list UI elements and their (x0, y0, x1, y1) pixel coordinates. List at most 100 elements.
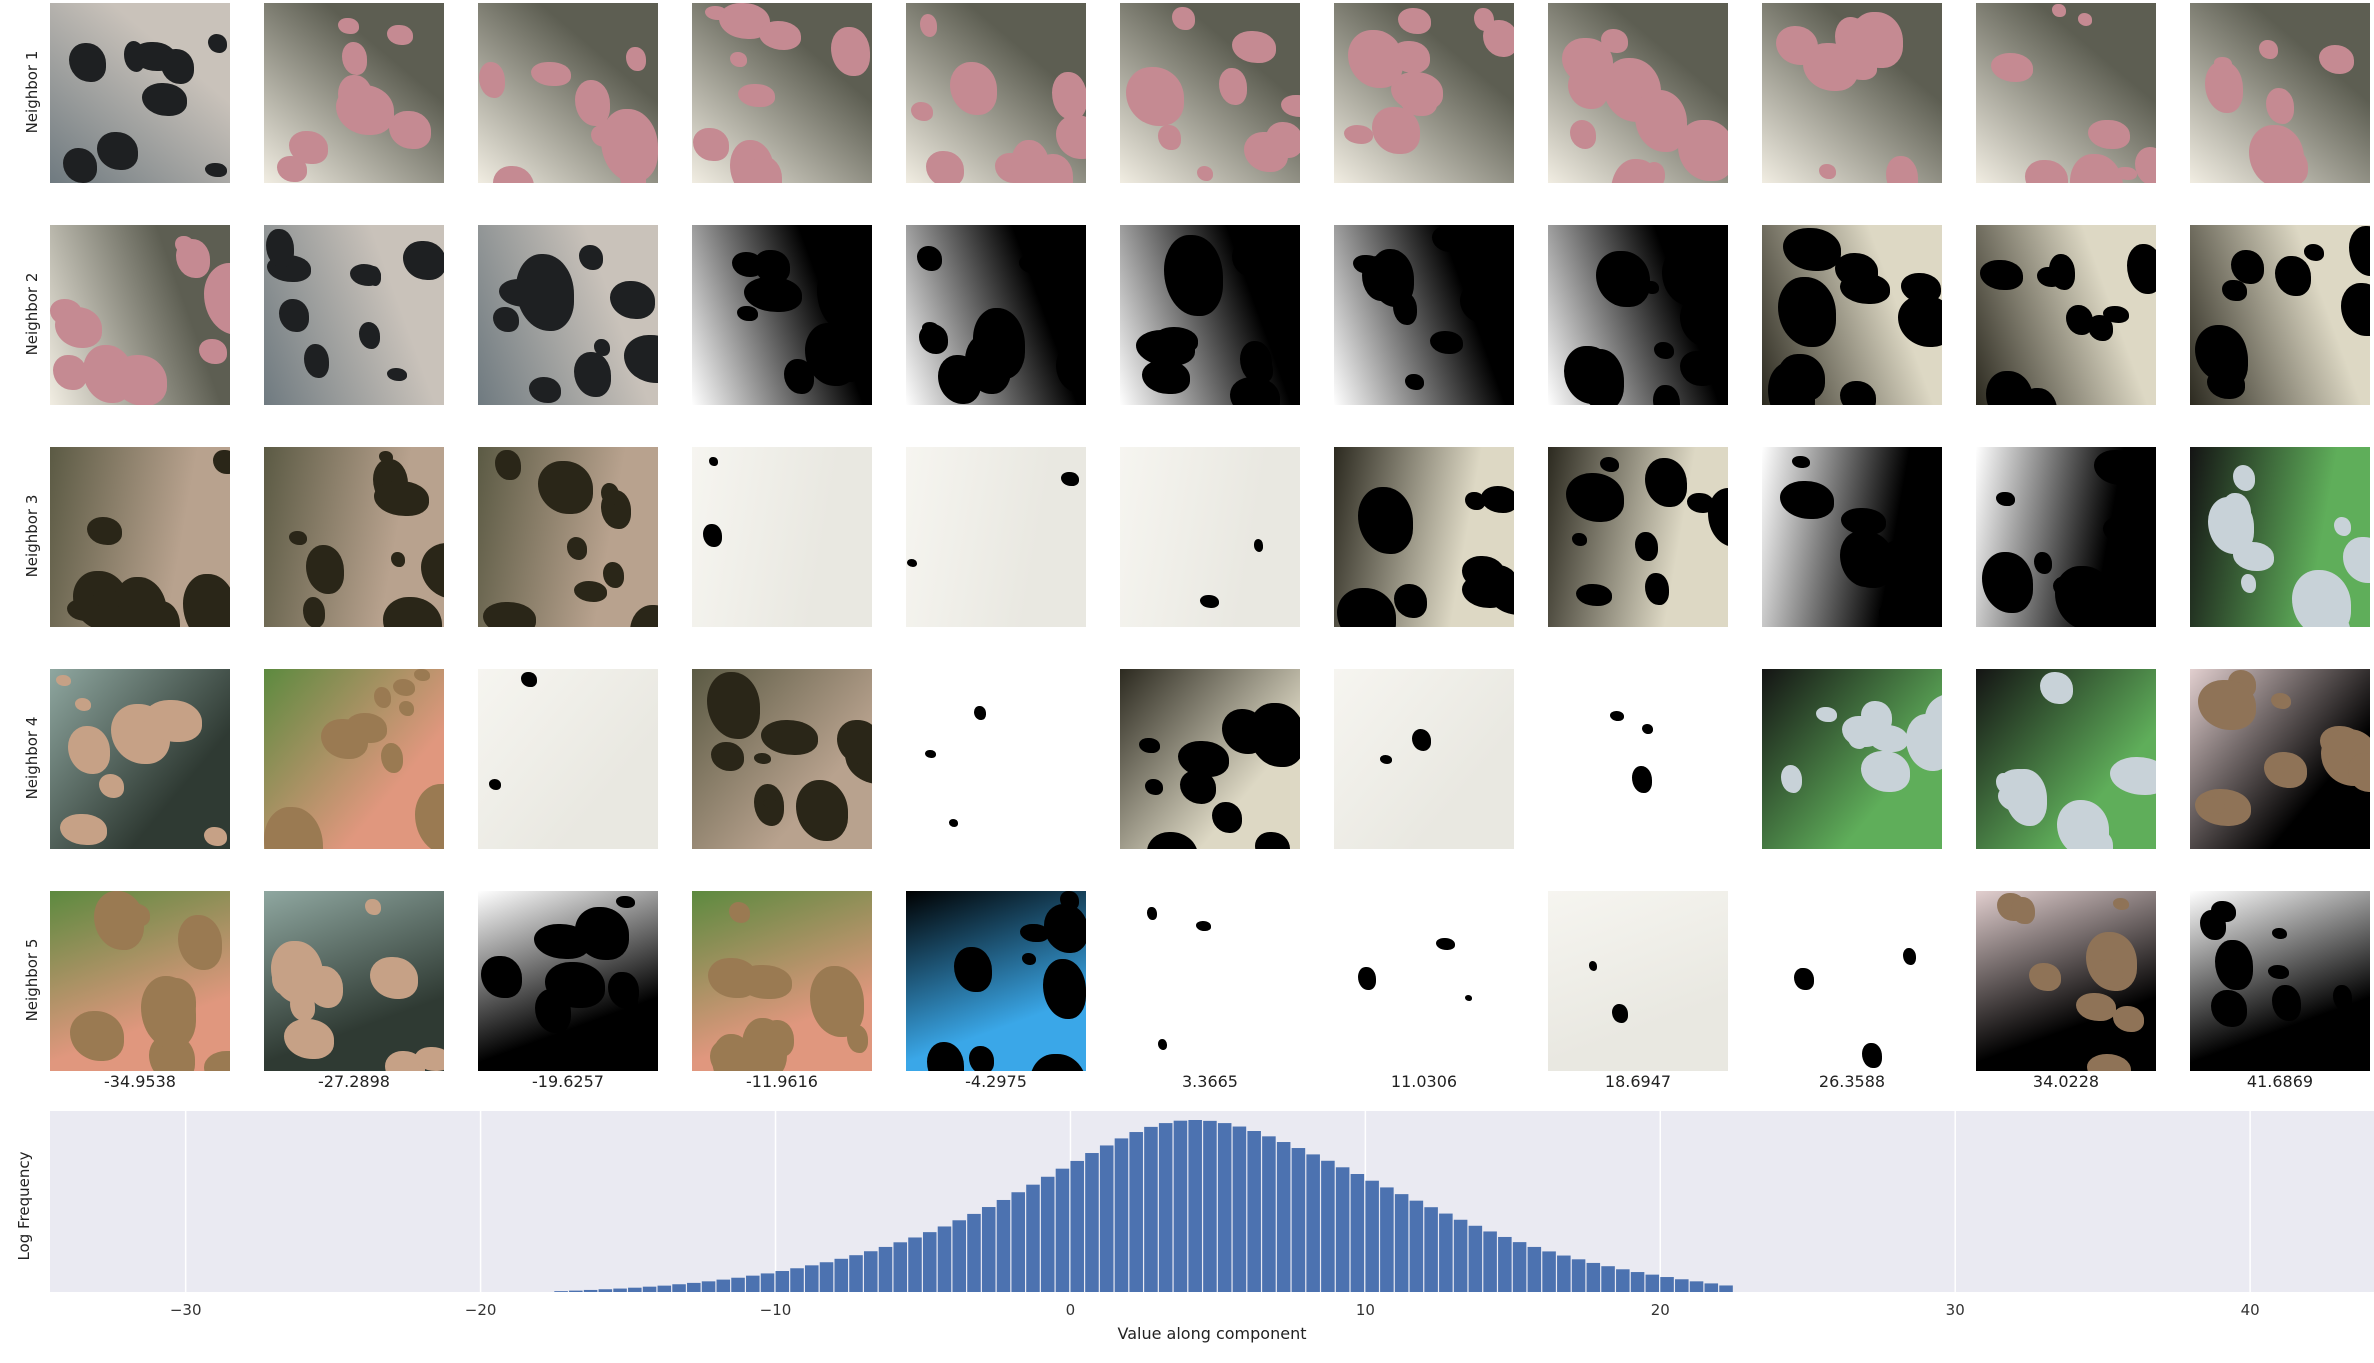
histogram-bar (1115, 1138, 1129, 1292)
histogram-bar (599, 1289, 613, 1292)
histogram-bar (1129, 1132, 1143, 1292)
tile-mask-blotch (529, 377, 561, 402)
tile-mask-blotch (954, 947, 991, 992)
image-tile-table (906, 3, 1086, 183)
tile-mask-blotch (176, 239, 210, 278)
tile-mask-blotch (925, 750, 936, 758)
image-tile-blank (1120, 891, 1300, 1071)
tile-mask-blotch (63, 148, 97, 183)
histogram-bar (864, 1251, 878, 1292)
histogram-bar (1601, 1266, 1615, 1292)
tile-mask-blotch (204, 827, 227, 846)
tile-mask-blotch (342, 42, 367, 75)
tile-mask-blotch (279, 299, 309, 332)
histogram-bar (1056, 1169, 1070, 1292)
tile-mask-blotch (1158, 1039, 1167, 1050)
histogram-bar (879, 1247, 893, 1292)
histogram-bar (923, 1232, 937, 1292)
image-tile-paper (692, 447, 872, 627)
tile-mask-blotch (479, 62, 505, 98)
histogram-bar (628, 1288, 642, 1292)
image-tile-dog (1334, 447, 1514, 627)
tile-mask-blotch (495, 450, 520, 481)
image-tile-blank (906, 669, 1086, 849)
histogram-bar (1542, 1251, 1556, 1292)
column-value-label: -34.9538 (50, 1072, 230, 1091)
x-tick-label: 10 (1356, 1301, 1375, 1319)
tile-mask-blotch (1632, 766, 1652, 793)
tile-mask-blotch (1474, 8, 1494, 31)
histogram-bar (982, 1207, 996, 1292)
histogram-bar (1587, 1263, 1601, 1292)
image-tile-mask (692, 225, 872, 405)
histogram-bar (1203, 1121, 1217, 1292)
histogram-bar (1454, 1220, 1468, 1292)
histogram-bar (1041, 1177, 1055, 1292)
image-tile-cat (50, 447, 230, 627)
tile-mask-blotch (1465, 995, 1472, 1001)
tile-mask-blotch (596, 1035, 627, 1066)
column-value-label: -11.9616 (692, 1072, 872, 1091)
histogram-bar (1483, 1231, 1497, 1292)
column-value-label: 3.3665 (1120, 1072, 1300, 1091)
histogram-bar (997, 1200, 1011, 1292)
tile-mask-blotch (616, 896, 634, 908)
tile-mask-blotch (1197, 166, 1213, 181)
histogram-bar (1424, 1207, 1438, 1292)
tile-mask-blotch (1200, 595, 1219, 608)
histogram-bar (717, 1280, 731, 1292)
histogram-bar (1513, 1242, 1527, 1292)
image-tile-blank (1334, 891, 1514, 1071)
image-tile-paper (906, 447, 1086, 627)
histogram-bar (613, 1289, 627, 1292)
histogram-bar (672, 1284, 686, 1292)
histogram-bar (1395, 1194, 1409, 1292)
histogram-bar (1159, 1123, 1173, 1292)
image-tile-mask (1762, 447, 1942, 627)
tile-mask-blotch (601, 483, 619, 505)
tile-background (906, 447, 1086, 627)
histogram-bar (805, 1265, 819, 1292)
tile-mask-blotch (1147, 907, 1157, 920)
tile-mask-blotch (574, 581, 607, 601)
tile-mask-blotch (2268, 965, 2289, 978)
image-tile-mask (2190, 891, 2370, 1071)
histogram-bar (1572, 1259, 1586, 1292)
tile-background (1120, 891, 1300, 1071)
tile-mask-blotch (737, 306, 758, 321)
tile-background (1976, 3, 2156, 183)
image-tile-man-face (50, 891, 230, 1071)
histogram-bar (1380, 1187, 1394, 1292)
image-tile-table (1976, 3, 2156, 183)
histogram-bar (834, 1259, 848, 1292)
histogram-bar (1233, 1127, 1247, 1292)
image-tile-table (1334, 3, 1514, 183)
tile-mask-blotch (1253, 357, 1272, 382)
tile-mask-blotch (68, 726, 110, 773)
tile-mask-blotch (379, 451, 394, 464)
image-tile-dog (1548, 447, 1728, 627)
tile-mask-blotch (1680, 351, 1717, 386)
tile-mask-blotch (1645, 573, 1668, 604)
tile-mask-blotch (917, 246, 942, 271)
tile-mask-blotch (1405, 374, 1425, 391)
tile-mask-blotch (1794, 968, 1813, 991)
tile-mask-blotch (2078, 13, 2093, 26)
histogram-bar (820, 1262, 834, 1292)
tile-mask-blotch (907, 559, 917, 567)
tile-mask-blotch (2334, 517, 2351, 536)
image-tile-pink (1976, 891, 2156, 1071)
column-value-label: 18.6947 (1548, 1072, 1728, 1091)
image-tile-table (264, 3, 444, 183)
tile-background (478, 669, 658, 849)
tile-mask-blotch (414, 669, 429, 681)
tile-mask-blotch (1635, 532, 1658, 561)
tile-mask-blotch (703, 524, 722, 547)
image-tile-blank (1762, 891, 1942, 1071)
image-tile-table (692, 3, 872, 183)
histogram-bar (849, 1255, 863, 1292)
tile-mask-blotch (1576, 584, 1612, 606)
tile-mask-blotch (2011, 897, 2034, 924)
histogram-bar (1174, 1121, 1188, 1292)
histogram-bar (1646, 1275, 1660, 1292)
